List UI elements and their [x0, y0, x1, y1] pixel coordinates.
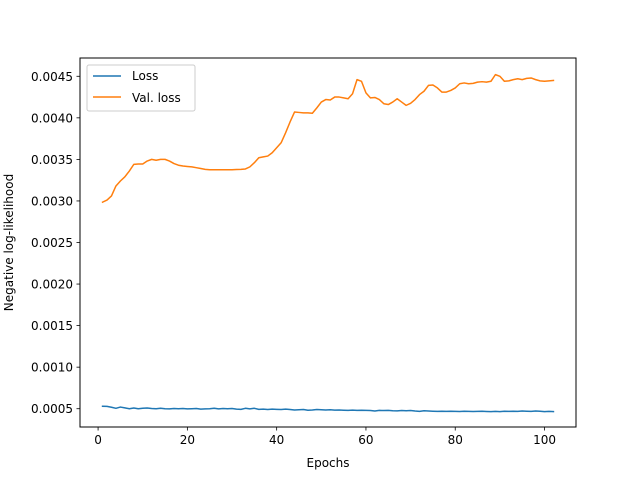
x-tick-label: 100: [533, 433, 556, 447]
legend: Loss Val. loss: [86, 64, 196, 112]
y-tick-label: 0.0025: [31, 236, 73, 250]
legend-label-val-loss: Val. loss: [132, 91, 181, 105]
x-axis-label: Epochs: [307, 456, 350, 470]
y-tick-label: 0.0020: [31, 278, 73, 292]
y-tick-label: 0.0005: [31, 402, 73, 416]
x-tick-label: 20: [180, 433, 195, 447]
x-tick-label: 80: [448, 433, 463, 447]
plot-frame: [79, 57, 577, 428]
y-tick-label: 0.0035: [31, 153, 73, 167]
y-tick-label: 0.0040: [31, 111, 73, 125]
y-tick-label: 0.0015: [31, 319, 73, 333]
x-axis: 0 20 40 60 80 100: [94, 427, 556, 447]
x-tick-label: 60: [358, 433, 373, 447]
x-tick-label: 0: [94, 433, 102, 447]
axes-layer: [79, 57, 577, 428]
series-line-loss: [101, 405, 555, 413]
y-tick-label: 0.0045: [31, 70, 73, 84]
y-tick-label: 0.0030: [31, 194, 73, 208]
y-tick-label: 0.0010: [31, 361, 73, 375]
series-layer: [101, 73, 555, 413]
series-line-val-loss: [101, 73, 555, 204]
legend-label-loss: Loss: [132, 69, 158, 83]
x-tick-label: 40: [269, 433, 284, 447]
y-axis: 0.0005 0.0010 0.0015 0.0020 0.0025 0.0030 0.00…: [31, 70, 80, 416]
y-axis-label: Negative log-likelihood: [2, 174, 16, 311]
